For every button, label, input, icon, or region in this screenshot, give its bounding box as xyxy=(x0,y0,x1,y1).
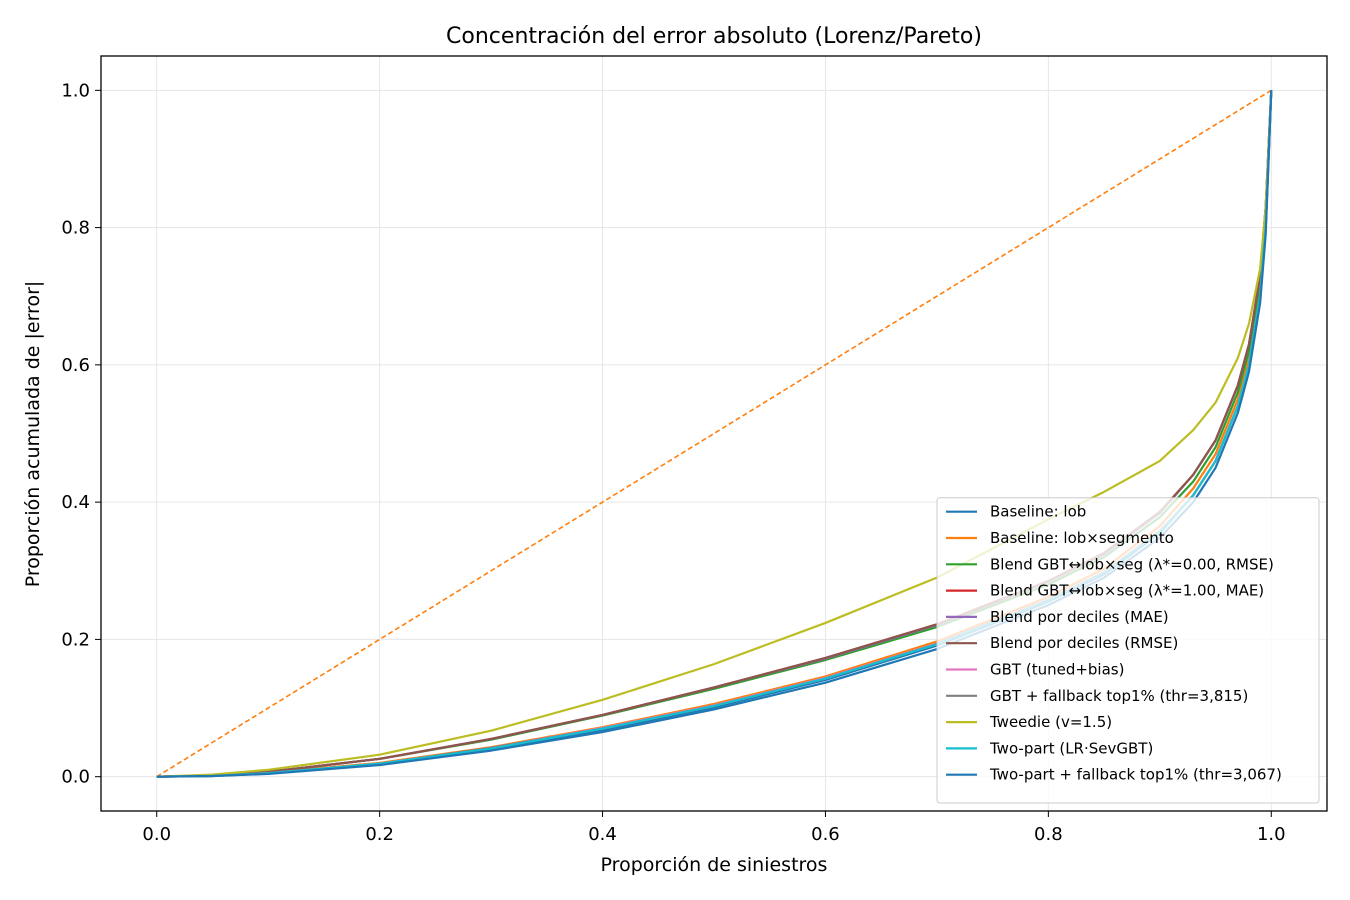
chart-title: Concentración del error absoluto (Lorenz… xyxy=(446,24,982,49)
legend-label: Blend por deciles (MAE) xyxy=(990,608,1169,626)
legend-label: Two-part + fallback top1% (thr=3,067) xyxy=(989,766,1282,784)
y-tick-label: 0.8 xyxy=(61,218,90,239)
legend-label: Tweedie (v=1.5) xyxy=(989,713,1112,731)
y-tick-label: 0.6 xyxy=(61,355,90,376)
y-tick-label: 0.0 xyxy=(61,767,90,788)
reference-diagonal-line xyxy=(156,89,1272,778)
legend-label: Baseline: lob×segmento xyxy=(990,529,1174,547)
ticks: 0.0 0.2 0.4 0.6 0.8 1.0 0.0 0.2 0.4 0.6 0.8 1.0 xyxy=(61,80,1285,845)
reference-line-layer xyxy=(156,89,1272,778)
plot-frame xyxy=(100,55,1328,812)
x-tick-label: 1.0 xyxy=(1257,824,1286,845)
x-tick-label: 0.2 xyxy=(365,824,394,845)
legend-label: Blend GBT↔lob×seg (λ*=1.00, MAE) xyxy=(990,582,1264,600)
legend-label: GBT + fallback top1% (thr=3,815) xyxy=(990,687,1248,705)
y-tick-label: 0.2 xyxy=(61,629,90,650)
x-axis-label: Proporción de siniestros xyxy=(601,854,828,876)
y-tick-label: 0.4 xyxy=(61,492,90,513)
legend-label: Two-part (LR·SevGBT) xyxy=(989,739,1153,757)
legend-label: GBT (tuned+bias) xyxy=(990,661,1124,679)
x-tick-label: 0.4 xyxy=(588,824,617,845)
legend: Baseline: lob Baseline: lob×segmento Blend… xyxy=(936,497,1320,804)
legend-label: Baseline: lob xyxy=(990,503,1086,521)
x-tick-label: 0.8 xyxy=(1034,824,1063,845)
legend-label: Blend GBT↔lob×seg (λ*=0.00, RMSE) xyxy=(990,555,1274,573)
legend-box xyxy=(936,497,1320,804)
x-tick-label: 0.6 xyxy=(811,824,840,845)
x-tick-label: 0.0 xyxy=(142,824,171,845)
y-tick-label: 1.0 xyxy=(61,80,90,101)
y-axis-label: Proporción acumulada de |error| xyxy=(22,281,44,588)
legend-label: Blend por deciles (RMSE) xyxy=(990,634,1178,652)
